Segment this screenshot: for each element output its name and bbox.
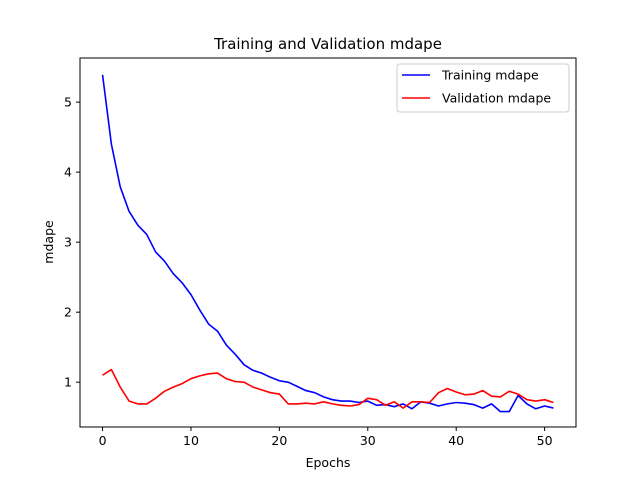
x-axis: 0 10 20 30 40 50 (99, 427, 553, 448)
series-line-training (101, 74, 554, 413)
chart-title: Training and Validation mdape (213, 35, 442, 53)
y-tick-label: 4 (64, 165, 72, 180)
series-line-validation (102, 368, 554, 409)
x-tick-label: 20 (271, 433, 287, 448)
legend-label: Validation mdape (442, 91, 551, 106)
legend: Training mdape Validation mdape (396, 63, 570, 113)
y-tick-label: 2 (64, 305, 72, 320)
y-tick-label: 3 (64, 235, 72, 250)
y-axis-title: mdape (41, 220, 56, 264)
x-axis-title: Epochs (306, 455, 351, 470)
legend-box (396, 63, 570, 113)
x-tick-label: 40 (448, 433, 464, 448)
x-tick-label: 50 (537, 433, 553, 448)
x-tick-label: 10 (183, 433, 199, 448)
x-tick-label: 0 (99, 433, 107, 448)
y-axis: 1 2 3 4 5 (64, 95, 80, 390)
y-tick-label: 1 (64, 375, 72, 390)
y-tick-label: 5 (64, 95, 72, 110)
legend-label: Training mdape (441, 68, 539, 83)
plot-area (79, 57, 577, 428)
x-tick-label: 30 (360, 433, 376, 448)
plot-frame (79, 57, 577, 428)
